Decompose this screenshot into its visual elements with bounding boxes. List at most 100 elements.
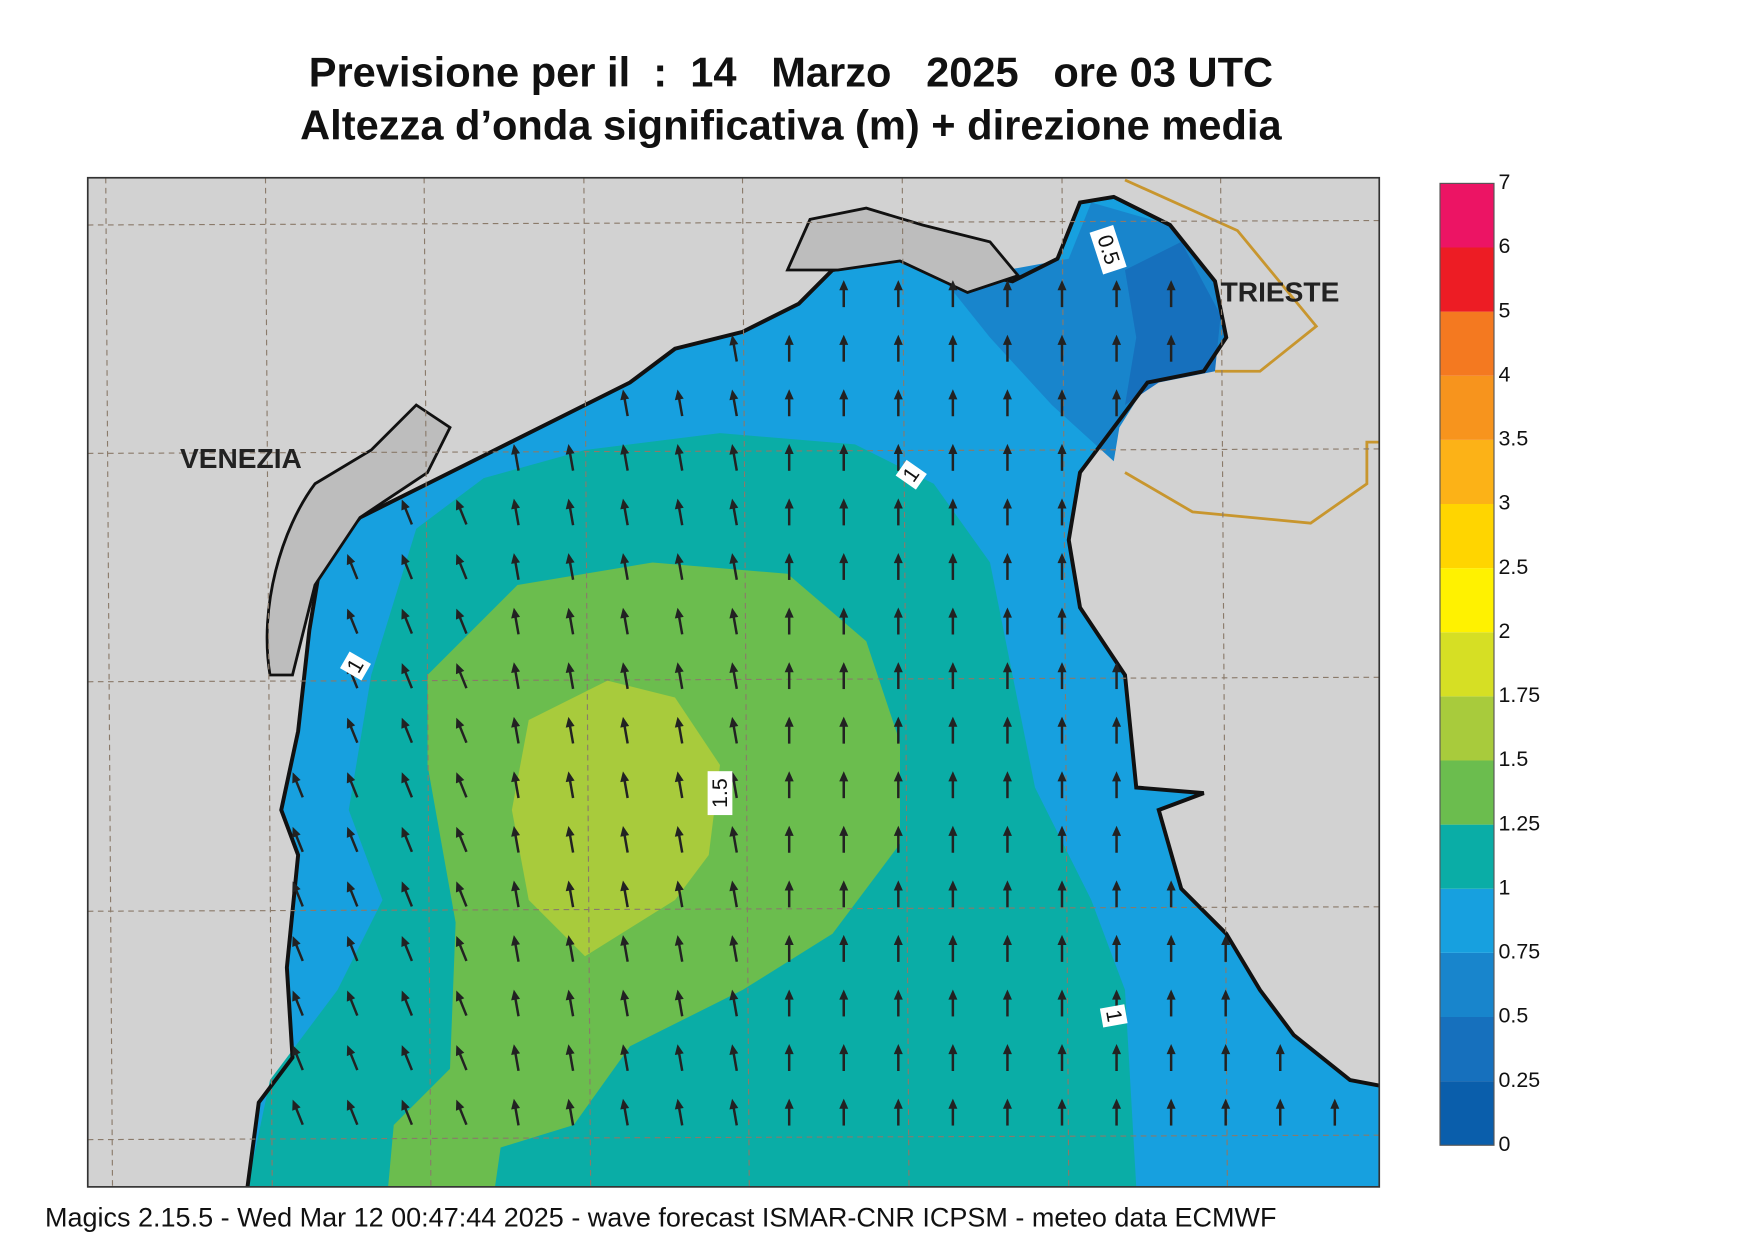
arrow-head [1057,662,1067,673]
arrow-head [839,280,849,291]
wave-arrow [292,772,304,798]
wave-arrow [729,880,739,908]
colorbar-label: 7 [1499,170,1511,194]
wave-arrow [401,554,414,580]
arrow-head [565,553,575,564]
arrow-head [620,498,630,510]
arrow-head [893,552,903,564]
arrow-head [893,389,903,400]
contour-label: 1 [1101,1008,1127,1024]
wave-arrow [1002,934,1012,962]
arrow-head [401,772,410,784]
wave-arrow [455,499,468,525]
arrow-head [346,935,356,948]
wave-arrow [729,1098,739,1126]
wave-arrow [292,826,304,853]
arrow-head [948,825,958,836]
wave-arrow [729,1044,739,1072]
colorbar-label: 0.5 [1499,1004,1529,1028]
wave-arrow [729,334,739,362]
colorbar-band [1440,696,1494,761]
wave-arrow [893,825,903,853]
wave-arrow [1112,934,1122,962]
wave-arrow [839,389,849,417]
grid-line [1061,177,1070,1187]
wave-arrow [565,825,575,853]
wave-arrow [674,1098,684,1126]
arrow-head [401,554,410,566]
wave-arrow [1221,934,1231,962]
arrow-head [729,989,739,1001]
arrow-head [839,934,849,945]
wave-arrow [401,608,414,635]
arrow-head [455,499,465,511]
arrow-head [292,881,301,893]
wave-arrow [784,825,794,853]
wave-arrow [1002,1098,1012,1126]
wave-arrow [729,662,739,690]
wave-arrow [511,989,521,1017]
wave-arrow [784,552,794,580]
wave-arrow [620,716,630,744]
arrow-head [1002,498,1012,509]
arrow-head [784,552,794,564]
arrow-head [1002,825,1012,836]
arrow-head [1057,443,1067,454]
wave-arrow [401,1099,414,1126]
arrow-head [565,1044,575,1055]
wave-arrow [565,607,575,635]
arrow-head [839,716,849,727]
wave-arrow [292,881,304,907]
arrow-head [948,716,958,727]
arrow-head [565,498,575,510]
arrow-head [401,1045,410,1057]
arrow-head [292,935,301,948]
arrow-head [1275,1098,1285,1109]
wave-arrow [784,716,794,744]
contour-label-box: 1 [1099,1004,1128,1028]
arrow-head [1057,1098,1067,1109]
wave-arrow [401,990,414,1016]
colorbar-label: 3.5 [1499,427,1529,451]
wave-arrow [1057,280,1067,308]
wave-arrow [455,826,468,853]
arrow-head [839,552,849,564]
wave-arrow [620,607,630,635]
arrow-head [620,1044,630,1055]
arrow-head [401,717,410,729]
wave-arrow [674,935,684,962]
title: Previsione per il : 14 Marzo 2025 ore 03… [309,49,1273,96]
grid-line [87,1134,1380,1141]
wave-arrow [455,881,468,907]
wave-arrow [565,444,575,471]
arrow-head [1002,716,1012,727]
arrow-head [565,444,575,455]
arrow-head [893,443,903,454]
wave-arrow [401,717,414,744]
wave-arrow [346,881,359,907]
wave-arrow [1112,1044,1122,1071]
arrow-head [1002,662,1012,673]
wave-arrow [893,334,903,362]
wave-arrow [346,935,359,962]
wave-arrow [1002,607,1012,635]
arrow-head [784,880,794,891]
arrow-head [729,825,739,837]
arrow-head [784,1098,794,1109]
colorbar-band [1440,183,1494,248]
arrow-head [839,771,849,782]
wave-arrow [1002,825,1012,853]
map-frame [86,176,1381,1188]
wave-arrow [1166,280,1176,308]
arrow-head [674,389,684,401]
wave-arrow [455,935,468,962]
wave-arrow [1057,607,1067,635]
wave-arrow [674,825,684,853]
wave-arrow [511,607,521,635]
arrow-head [674,498,684,510]
colorbar-band [1440,824,1494,889]
arrow-head [1275,1044,1285,1055]
arrow-head [1002,334,1012,345]
arrow-head [674,1098,684,1110]
wave-arrow [1057,880,1067,908]
